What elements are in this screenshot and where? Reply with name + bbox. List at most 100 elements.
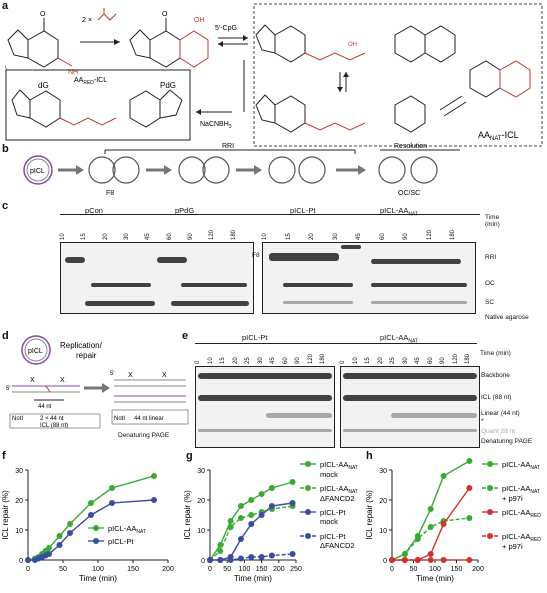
legend-name: pICL-AA	[502, 532, 530, 541]
notI-label-1: NotI	[12, 416, 23, 422]
e-gel-type: Denaturing PAGE	[481, 438, 533, 445]
legend-name: pICL-Pt	[320, 508, 346, 517]
data-point	[25, 557, 31, 563]
panel-b-diagram: pICL RRI F8 Resolution OC/SC	[23, 143, 460, 197]
legend-swatch-dot	[93, 538, 99, 544]
e-lane-labels-right: 0 10 15 20 25 30 45 60 90 120 180	[340, 346, 478, 364]
svg-text:O: O	[40, 11, 46, 18]
panel-d-diagram: pICL 5′ X X 44 nt NotI 2 × 44 nt ICL (88…	[6, 335, 189, 429]
data-point	[248, 554, 255, 560]
lane-time-label: 20	[232, 357, 239, 364]
legend-entry: pICL-AANAT	[108, 524, 146, 535]
lane-time-label: 60	[427, 357, 434, 364]
nh2-label: NH	[68, 69, 78, 76]
dg-label: dG	[38, 81, 49, 90]
series-line	[209, 505, 293, 561]
data-point	[227, 557, 234, 563]
d-box2-label: 44 nt linear	[134, 416, 164, 422]
legend-name-sub: NAT	[348, 489, 358, 495]
data-point	[56, 533, 63, 539]
c-group-pcon: pCon	[85, 206, 103, 215]
legend-name-sub: NAT	[530, 465, 540, 471]
data-point	[227, 524, 234, 530]
data-point	[258, 554, 265, 560]
y-tick-label: 10	[15, 528, 23, 535]
c-f8-label: F8	[252, 252, 260, 259]
data-point	[258, 491, 265, 497]
lane-time-label: 120	[452, 353, 459, 364]
legend-swatch-dot	[487, 509, 493, 515]
panel-label-a: a	[2, 0, 9, 12]
legend-name-suffix: + p97i	[502, 494, 523, 503]
panel-label-c: c	[2, 200, 9, 212]
data-point	[401, 557, 408, 563]
data-point	[289, 551, 296, 557]
data-point	[466, 458, 473, 464]
y-tick-label: 20	[197, 498, 205, 505]
c-gel-left	[60, 242, 254, 314]
data-point	[268, 503, 275, 509]
lane-time-label: 90	[403, 233, 410, 240]
x-axis-label: Time (min)	[234, 574, 272, 583]
y-tick-label: 30	[197, 468, 205, 475]
data-point	[237, 536, 244, 542]
data-point	[427, 557, 434, 563]
panel-label-b: b	[2, 143, 9, 155]
e-gel-left	[195, 366, 335, 448]
x-axis-label: Time (min)	[416, 574, 454, 583]
aa-nat-label: AANAT-ICL	[478, 130, 519, 142]
lane-time-label: 90	[187, 233, 194, 240]
data-point	[289, 479, 296, 485]
ocsc-label-b: OC/SC	[398, 190, 420, 197]
legend-swatch-dot	[487, 533, 493, 539]
e-group-piclaa: pICL-AANAT	[380, 333, 418, 345]
legend-name: pICL-AA	[502, 484, 530, 493]
data-point	[248, 512, 255, 518]
picl-label-d: pICL	[28, 348, 43, 355]
y-tick-label: 20	[15, 498, 23, 505]
data-point	[414, 557, 421, 563]
e-icl-label: ICL (88 nt)	[481, 394, 512, 401]
data-point	[217, 548, 224, 554]
lane-time-label: 15	[81, 233, 88, 240]
c-group-piclpt: pICL-Pt	[290, 206, 316, 215]
data-point	[151, 473, 157, 479]
legend-entry: pICL-AANAT mock	[320, 460, 358, 479]
lane-time-label: 0	[195, 360, 201, 364]
lane-time-label: 10	[207, 357, 214, 364]
series-line	[391, 517, 470, 561]
data-point	[67, 530, 73, 536]
legend-name-sub: NAT	[348, 465, 358, 471]
lane-time-label: 30	[257, 357, 264, 364]
oh-label: OH	[194, 17, 205, 24]
e-linear-label: Linear (44 nt)	[481, 410, 520, 417]
lane-time-label: 0	[340, 360, 346, 364]
lane-time-label: 120	[209, 229, 216, 240]
legend-entry: pICL-AANAT + p97i	[502, 484, 540, 503]
data-point	[427, 551, 434, 557]
data-point	[289, 500, 296, 506]
notI-site-1: X	[30, 377, 35, 384]
notI-site-2: X	[60, 377, 65, 384]
legend-swatch-dot	[93, 525, 99, 531]
data-point	[466, 485, 473, 491]
data-point	[151, 497, 157, 503]
x-tick-label: 50	[410, 566, 418, 573]
lane-time-label: 30	[123, 233, 130, 240]
notI-site-4: X	[162, 372, 167, 379]
lane-time-label: 180	[465, 353, 472, 364]
repair-label: repair	[76, 351, 97, 360]
legend-name: pICL-AA	[502, 508, 530, 517]
c-time-label: Time (min)	[485, 214, 500, 228]
notI-site-3: X	[128, 372, 133, 379]
legend-name: pICL-Pt	[108, 537, 134, 546]
x-tick-label: 250	[290, 566, 302, 573]
legend-name: pICL-AA	[320, 460, 348, 469]
cpg-label: 5′-CpG	[215, 25, 237, 32]
reagent-label: 2 ×	[82, 17, 92, 24]
x-tick-label: 0	[26, 566, 30, 573]
lane-time-label: 10	[60, 233, 66, 240]
aa-red-box	[5, 69, 191, 141]
pdg-label: PdG	[160, 81, 176, 90]
data-point	[268, 552, 275, 559]
